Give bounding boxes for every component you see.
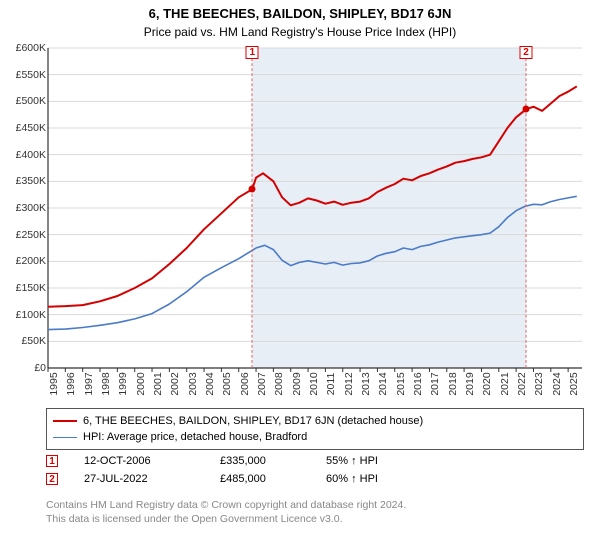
y-tick-label: £500K — [2, 95, 46, 107]
legend: 6, THE BEECHES, BAILDON, SHIPLEY, BD17 6… — [46, 408, 584, 450]
record-date: 27-JUL-2022 — [84, 473, 194, 485]
y-tick-label: £100K — [2, 309, 46, 321]
x-tick-label: 2014 — [377, 372, 389, 395]
marker-index-box: 1 — [246, 46, 259, 59]
record-marker-index: 2 — [46, 473, 58, 485]
chart-plot-area: 12 — [48, 48, 582, 368]
x-tick-label: 2010 — [308, 372, 320, 395]
record-marker-index: 1 — [46, 455, 58, 467]
sale-record-row: 2 27-JUL-2022 £485,000 60% ↑ HPI — [46, 470, 378, 488]
x-tick-label: 2003 — [187, 372, 199, 395]
x-tick-label: 2020 — [481, 372, 493, 395]
record-price: £485,000 — [220, 473, 300, 485]
x-tick-label: 2001 — [152, 372, 164, 395]
y-axis-ticks: £0£50K£100K£150K£200K£250K£300K£350K£400… — [0, 48, 48, 368]
y-tick-label: £0 — [2, 362, 46, 374]
x-tick-label: 2012 — [343, 372, 355, 395]
x-tick-label: 1998 — [100, 372, 112, 395]
y-tick-label: £50K — [2, 335, 46, 347]
y-tick-label: £300K — [2, 202, 46, 214]
marker-dot — [249, 186, 256, 193]
legend-row: 6, THE BEECHES, BAILDON, SHIPLEY, BD17 6… — [53, 413, 577, 429]
record-price: £335,000 — [220, 455, 300, 467]
y-tick-label: £200K — [2, 255, 46, 267]
x-tick-label: 2011 — [325, 373, 337, 396]
y-tick-label: £150K — [2, 282, 46, 294]
x-tick-label: 2021 — [499, 372, 511, 395]
legend-label: 6, THE BEECHES, BAILDON, SHIPLEY, BD17 6… — [83, 415, 423, 427]
x-tick-label: 2024 — [551, 372, 563, 395]
chart-subtitle: Price paid vs. HM Land Registry's House … — [0, 21, 600, 45]
x-tick-label: 1997 — [83, 372, 95, 395]
x-tick-label: 2008 — [273, 372, 285, 395]
x-tick-label: 1996 — [65, 372, 77, 395]
record-date: 12-OCT-2006 — [84, 455, 194, 467]
x-tick-label: 2017 — [429, 372, 441, 395]
x-tick-label: 2000 — [135, 372, 147, 395]
footnote-line1: Contains HM Land Registry data © Crown c… — [46, 498, 406, 512]
marker-vline — [525, 48, 526, 368]
y-tick-label: £450K — [2, 122, 46, 134]
x-tick-label: 2016 — [412, 372, 424, 395]
y-tick-label: £350K — [2, 175, 46, 187]
y-tick-label: £550K — [2, 69, 46, 81]
y-tick-label: £600K — [2, 42, 46, 54]
x-tick-label: 1995 — [48, 372, 60, 395]
footnote-line2: This data is licensed under the Open Gov… — [46, 512, 406, 526]
x-tick-label: 2006 — [239, 372, 251, 395]
x-tick-label: 2009 — [291, 372, 303, 395]
x-tick-label: 2002 — [169, 372, 181, 395]
x-tick-label: 2013 — [360, 372, 372, 395]
marker-dot — [522, 106, 529, 113]
x-tick-label: 2015 — [395, 372, 407, 395]
x-tick-label: 2019 — [464, 372, 476, 395]
legend-label: HPI: Average price, detached house, Brad… — [83, 431, 307, 443]
record-vs-hpi: 55% ↑ HPI — [326, 455, 378, 467]
x-tick-label: 2025 — [568, 372, 580, 395]
x-tick-label: 2018 — [447, 372, 459, 395]
x-tick-label: 2022 — [516, 372, 528, 395]
footnote: Contains HM Land Registry data © Crown c… — [46, 498, 406, 526]
x-tick-label: 2023 — [533, 372, 545, 395]
legend-swatch — [53, 437, 77, 438]
x-tick-label: 1999 — [117, 372, 129, 395]
chart-title: 6, THE BEECHES, BAILDON, SHIPLEY, BD17 6… — [0, 0, 600, 21]
record-vs-hpi: 60% ↑ HPI — [326, 473, 378, 485]
x-tick-label: 2005 — [221, 372, 233, 395]
legend-row: HPI: Average price, detached house, Brad… — [53, 429, 577, 445]
y-tick-label: £250K — [2, 229, 46, 241]
marker-vline — [252, 48, 253, 368]
x-tick-label: 2004 — [204, 372, 216, 395]
sale-record-row: 1 12-OCT-2006 £335,000 55% ↑ HPI — [46, 452, 378, 470]
y-tick-label: £400K — [2, 149, 46, 161]
marker-index-box: 2 — [519, 46, 532, 59]
legend-swatch — [53, 420, 77, 422]
sale-records: 1 12-OCT-2006 £335,000 55% ↑ HPI 2 27-JUL-202… — [46, 452, 378, 488]
x-tick-label: 2007 — [256, 372, 268, 395]
